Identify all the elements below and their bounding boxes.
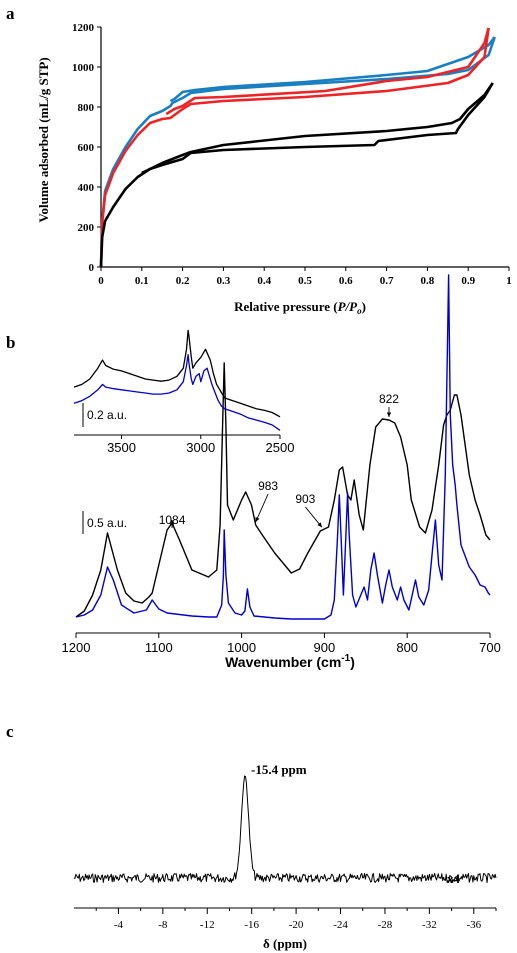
panel-a-y-tick-labels: 0 200 400 600 800 1000 1200 bbox=[72, 22, 95, 274]
isotherm-adsorption-branch-2 bbox=[99, 27, 490, 268]
panel-a-series bbox=[99, 27, 496, 268]
panel-a-letter: a bbox=[6, 4, 15, 23]
y-tick-label: 600 bbox=[78, 142, 95, 154]
x-tick-label: -8 bbox=[158, 919, 168, 931]
panel-c-multiplier-label: x4 bbox=[447, 871, 461, 886]
x-tick-label: 0.1 bbox=[135, 275, 149, 287]
panel-b-scale-label: 0.5 a.u. bbox=[87, 516, 127, 530]
peak-arrow-983 bbox=[255, 493, 269, 523]
panel-c-letter: c bbox=[6, 722, 14, 741]
panel-a-x-axis-label: Relative pressure (P/Po) bbox=[234, 299, 366, 316]
inset-x-tick-label: 3500 bbox=[107, 440, 136, 455]
x-tick-label: -36 bbox=[466, 919, 481, 931]
peak-arrowhead-983 bbox=[255, 517, 260, 522]
peak-arrowhead-822 bbox=[386, 412, 392, 417]
peak-label-903: 903 bbox=[295, 492, 315, 506]
panel-b-inset: 3500 3000 2500 0.2 a.u. bbox=[73, 329, 294, 455]
x-tick-label: -32 bbox=[422, 919, 437, 931]
peak-label-983: 983 bbox=[258, 479, 278, 493]
panel-b-axes bbox=[75, 632, 491, 638]
panel-b-series bbox=[75, 274, 491, 620]
y-tick-label: 1000 bbox=[72, 62, 95, 74]
inset-spectrum-1 bbox=[73, 329, 281, 418]
x-tick-label: 1000 bbox=[227, 640, 256, 655]
panel-c-peak-label: -15.4 ppm bbox=[251, 762, 307, 777]
panel-b-peak-labels: 1084983903822 bbox=[159, 392, 399, 528]
y-tick-label: 1200 bbox=[72, 22, 95, 34]
x-tick-label: 0 bbox=[98, 275, 104, 287]
inset-axes bbox=[74, 434, 281, 439]
panel-b-x-axis-label: Wavenumber (cm-1) bbox=[225, 653, 355, 670]
inset-spectrum-2 bbox=[73, 354, 281, 431]
x-tick-label: 1 bbox=[506, 275, 512, 287]
y-tick-label: 800 bbox=[78, 102, 95, 114]
inset-x-tick-label: 2500 bbox=[266, 440, 295, 455]
x-tick-label: 0.3 bbox=[217, 275, 231, 287]
isotherm-desorption-branch-3 bbox=[141, 82, 494, 175]
panel-c-nmr-spectrum: c -4 -8 -12 -16 -20 -24 -28 -32 -36 δ (ppm) -15.… bbox=[6, 722, 497, 951]
panel-b-ir-spectrum: b 1200 1100 1000 900 800 700 Wavenumber (cm-1… bbox=[6, 274, 501, 670]
peak-label-822: 822 bbox=[379, 392, 399, 406]
panel-b-x-tick-labels: 1200 1100 1000 900 800 700 bbox=[62, 640, 501, 655]
x-tick-label: 900 bbox=[314, 640, 336, 655]
x-tick-label: -16 bbox=[244, 919, 259, 931]
inset-series bbox=[73, 329, 281, 431]
peak-arrowhead-903 bbox=[317, 522, 322, 528]
peak-arrowhead-1084 bbox=[169, 520, 175, 525]
panel-b-letter: b bbox=[6, 333, 15, 352]
x-tick-label: 800 bbox=[396, 640, 418, 655]
panel-a-y-axis-label: Volume adsorbed (mL/g STP) bbox=[36, 57, 51, 222]
isotherm-desorption-branch-1 bbox=[169, 36, 496, 103]
x-tick-label: -4 bbox=[114, 919, 124, 931]
panel-a-isotherm-chart: a 0 200 400 600 800 1000 1200 0 0.1 0.2 0.3 0.4 0.5… bbox=[6, 4, 512, 316]
y-tick-label: 200 bbox=[78, 222, 95, 234]
x-tick-label: 0.5 bbox=[298, 275, 312, 287]
panel-c-x-tick-labels: -4 -8 -12 -16 -20 -24 -28 -32 -36 bbox=[114, 919, 482, 931]
x-tick-label: 0.7 bbox=[380, 275, 394, 287]
nmr-spectrum bbox=[73, 775, 497, 883]
panel-c-series bbox=[73, 775, 497, 883]
inset-x-tick-label: 3000 bbox=[186, 440, 215, 455]
ir-spectrum-1 bbox=[75, 362, 491, 618]
ir-spectrum-2 bbox=[75, 274, 491, 620]
x-tick-label: 700 bbox=[479, 640, 501, 655]
y-tick-label: 0 bbox=[89, 262, 95, 274]
x-tick-label: -24 bbox=[333, 919, 348, 931]
x-tick-label: 1100 bbox=[145, 640, 173, 655]
inset-scale-label: 0.2 a.u. bbox=[87, 408, 127, 422]
x-tick-label: -28 bbox=[378, 919, 393, 931]
x-tick-label: 0.4 bbox=[257, 275, 271, 287]
x-tick-label: 1200 bbox=[62, 640, 91, 655]
x-tick-label: -20 bbox=[289, 919, 304, 931]
x-tick-label: 0.8 bbox=[421, 275, 435, 287]
y-tick-label: 400 bbox=[78, 182, 95, 194]
x-tick-label: -12 bbox=[200, 919, 215, 931]
panel-c-x-axis-label: δ (ppm) bbox=[263, 936, 307, 951]
panel-a-x-tick-labels: 0 0.1 0.2 0.3 0.4 0.5 0.6 0.7 0.8 0.9 1 bbox=[98, 275, 512, 287]
inset-x-tick-labels: 3500 3000 2500 bbox=[107, 440, 294, 455]
isotherm-desorption-branch-2 bbox=[165, 27, 490, 116]
isotherm-adsorption-branch-3 bbox=[99, 82, 494, 268]
x-tick-label: 0.2 bbox=[176, 275, 190, 287]
panel-c-axes bbox=[74, 907, 497, 914]
isotherm-adsorption-branch-1 bbox=[99, 36, 496, 268]
x-tick-label: 0.9 bbox=[461, 275, 475, 287]
x-tick-label: 0.6 bbox=[339, 275, 353, 287]
